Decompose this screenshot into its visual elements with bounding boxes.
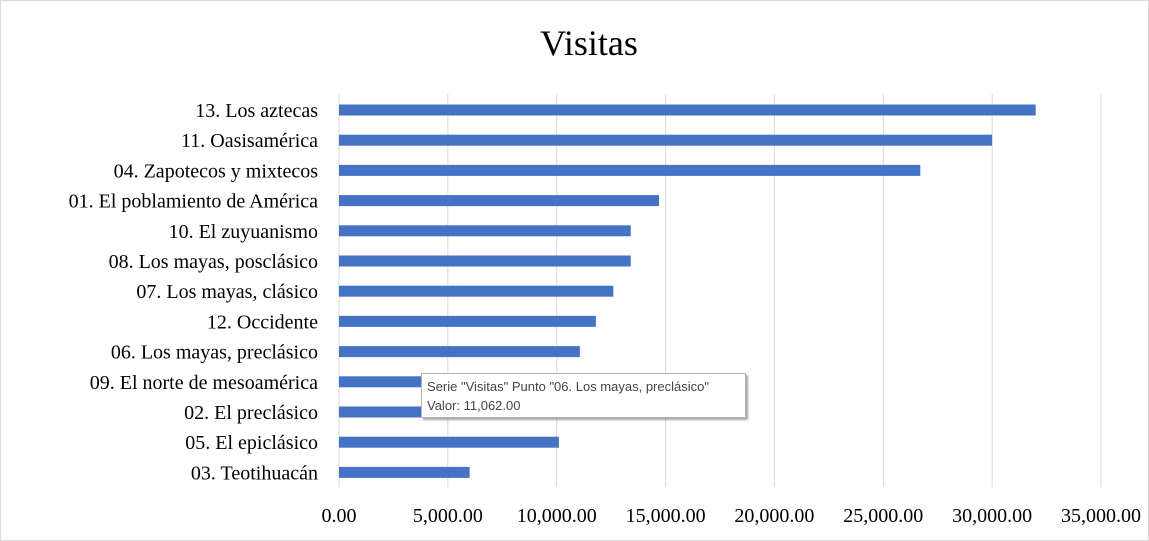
tooltip-value: Valor: 11,062.00 — [427, 398, 521, 413]
bar[interactable] — [339, 466, 470, 478]
x-tick-label: 15,000.00 — [626, 505, 706, 527]
category-labels: 13. Los aztecas 11. Oasisamérica 04. Zapot… — [69, 100, 319, 484]
bar[interactable] — [339, 285, 614, 297]
x-tick-label: 10,000.00 — [517, 505, 597, 527]
bar[interactable] — [339, 315, 596, 327]
bar[interactable] — [339, 164, 921, 176]
x-axis-tick-labels: 0.00 5,000.00 10,000.00 15,000.00 20,000.00 2… — [322, 505, 1142, 527]
category-label: 01. El poblamiento de América — [69, 191, 318, 213]
bar[interactable] — [339, 104, 1036, 116]
tooltip-series-point: Serie "Visitas" Punto "06. Los mayas, pr… — [427, 379, 709, 394]
category-label: 02. El preclásico — [184, 402, 318, 424]
bar[interactable] — [339, 436, 559, 448]
category-label: 03. Teotihuacán — [191, 462, 318, 484]
x-tick-label: 5,000.00 — [413, 505, 483, 527]
category-label: 12. Occidente — [207, 311, 318, 333]
category-label: 05. El epiclásico — [185, 432, 318, 454]
category-label: 13. Los aztecas — [195, 100, 318, 122]
bar[interactable] — [339, 255, 631, 267]
grid-lines — [338, 94, 1102, 487]
chart-title: Visitas — [540, 23, 638, 63]
x-tick-label: 20,000.00 — [734, 505, 814, 527]
x-tick-label: 30,000.00 — [952, 505, 1032, 527]
category-label: 07. Los mayas, clásico — [136, 281, 318, 303]
bar[interactable] — [339, 195, 660, 207]
bar[interactable] — [339, 346, 580, 358]
bar[interactable] — [339, 134, 993, 146]
data-tooltip: Serie "Visitas" Punto "06. Los mayas, pr… — [421, 373, 746, 418]
category-label: 09. El norte de mesoamérica — [90, 372, 318, 394]
bars — [339, 104, 1036, 478]
x-tick-label: 35,000.00 — [1061, 505, 1141, 527]
x-tick-label: 0.00 — [322, 505, 357, 527]
bar[interactable] — [339, 225, 631, 237]
category-label: 08. Los mayas, posclásico — [109, 251, 318, 273]
x-tick-label: 25,000.00 — [843, 505, 923, 527]
category-label: 06. Los mayas, preclásico — [111, 342, 318, 364]
category-label: 04. Zapotecos y mixtecos — [114, 160, 319, 182]
category-label: 11. Oasisamérica — [181, 130, 318, 152]
category-label: 10. El zuyuanismo — [169, 221, 318, 243]
